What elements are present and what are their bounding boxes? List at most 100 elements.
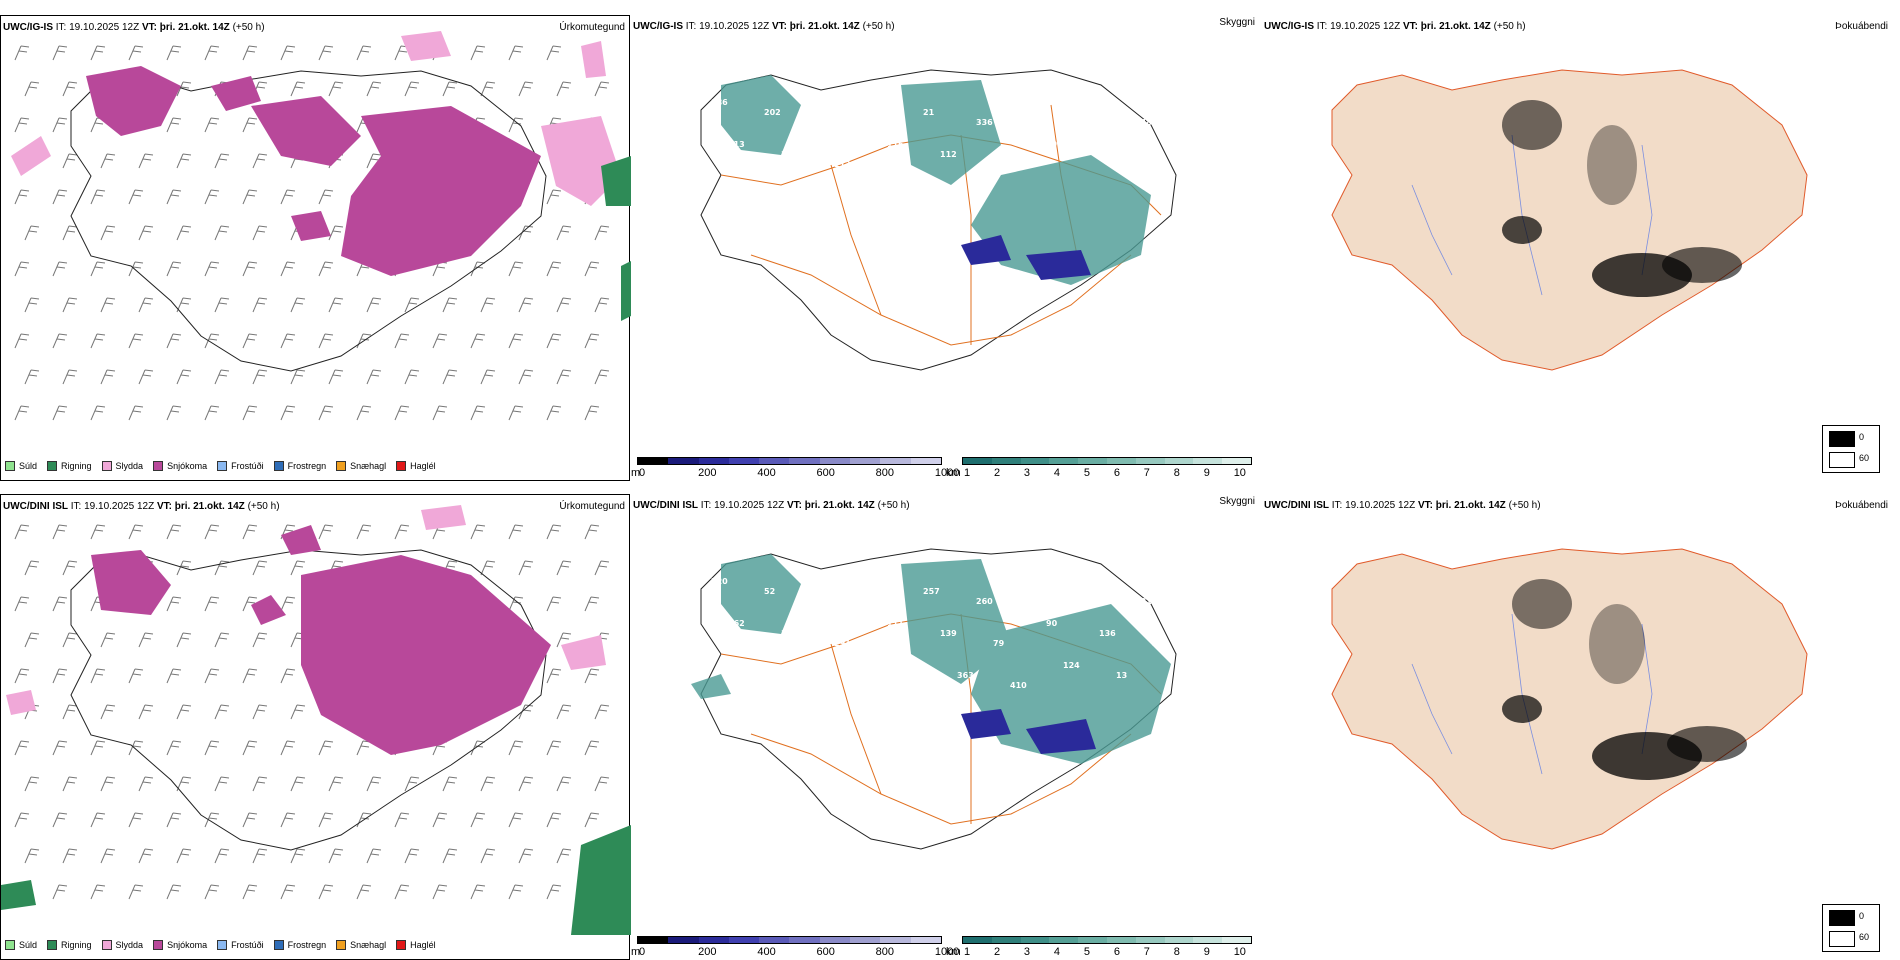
wind-barb (166, 45, 182, 61)
wind-barb (204, 189, 220, 205)
colorbar-tick: 1000 (934, 467, 960, 479)
ceiling-label: 121 (1135, 597, 1152, 606)
wind-barb (166, 812, 182, 828)
wind-barb (176, 560, 192, 576)
colorbar-swatch (880, 458, 911, 464)
legend-item: Snæhagl (336, 461, 386, 471)
ceiling-labels: 886 202 43 41 21 336 22 707 848 213 304 112 116 112 96… (711, 98, 1164, 211)
legend-label: Frostúði (231, 940, 264, 950)
colorbar-swatch (759, 937, 790, 943)
wind-barb (366, 297, 382, 313)
wind-barb (432, 405, 448, 421)
wind-barb (252, 848, 268, 864)
panel-header: UWC/DINI ISL IT: 19.10.2025 12Z VT: þri.… (633, 500, 910, 511)
wind-barb (252, 560, 268, 576)
wind-barb (280, 884, 296, 900)
colorbar-swatch (1135, 458, 1165, 464)
wind-barb (318, 884, 334, 900)
wind-barb (584, 596, 600, 612)
colorbar-tick: 600 (816, 946, 835, 958)
legend-label: Frostúði (231, 461, 264, 471)
colorbar-tick: 9 (1203, 946, 1210, 958)
fog-key-swatch-a (1829, 431, 1855, 447)
wind-barb (204, 596, 220, 612)
colorbar-swatch (1135, 937, 1165, 943)
wind-barb (90, 524, 106, 540)
wind-barb (24, 632, 40, 648)
legend-item: Súld (5, 940, 37, 950)
ceiling-label: 107 (798, 192, 815, 201)
wind-barb (518, 81, 534, 97)
colorbar-tick: 7 (1143, 946, 1150, 958)
wind-barb (214, 153, 230, 169)
colorbar-tick: 400 (757, 467, 776, 479)
panel-header: UWC/DINI ISL IT: 19.10.2025 12Z VT: þri.… (3, 501, 280, 512)
legend-item: Rigning (47, 461, 92, 471)
wind-barb (242, 524, 258, 540)
legend-label: Snæhagl (350, 940, 387, 950)
low-visibility-areas (721, 75, 1151, 285)
ceiling-label: 55 (1152, 160, 1164, 169)
wind-barb (138, 369, 154, 385)
wind-barb (366, 848, 382, 864)
wind-barb (556, 776, 572, 792)
ceiling-label: 213 (728, 140, 745, 149)
wind-barb (546, 596, 562, 612)
colorbar-tick: 4 (1053, 946, 1061, 958)
wind-barb (546, 45, 562, 61)
wind-barb (280, 596, 296, 612)
wind-barb (128, 668, 144, 684)
wind-barb (508, 812, 524, 828)
wind-barb (14, 596, 30, 612)
wind-barb (52, 884, 68, 900)
wind-barb (508, 596, 524, 612)
fog-key: 0 60 (1822, 904, 1880, 952)
wind-barb (404, 848, 420, 864)
wind-barb (24, 369, 40, 385)
wind-barb (480, 81, 496, 97)
legend-item: Frostúði (217, 940, 264, 950)
wind-barb (318, 45, 334, 61)
wind-barb (546, 740, 562, 756)
wind-barb (280, 333, 296, 349)
wind-barb (204, 333, 220, 349)
wind-barb (214, 369, 230, 385)
wind-barb (442, 848, 458, 864)
colorbar-swatch (789, 458, 820, 464)
ceiling-label: 22 (1029, 98, 1040, 107)
wind-barb (52, 524, 68, 540)
wind-barb (556, 369, 572, 385)
colorbar-swatch (963, 458, 992, 464)
visibility-bar-swatches (962, 936, 1252, 944)
wind-barb (404, 369, 420, 385)
wind-barb (138, 153, 154, 169)
colorbar-swatch (1049, 458, 1079, 464)
wind-barb (52, 668, 68, 684)
colorbar-swatch (1222, 458, 1251, 464)
sleet-areas (11, 31, 621, 206)
ceiling-colorbar: m 0 200 400 600 800 1000 (631, 455, 959, 481)
wind-barb (138, 704, 154, 720)
wind-barb (62, 776, 78, 792)
wind-barb (100, 704, 116, 720)
wind-barb (24, 81, 40, 97)
ceiling-label: 139 (940, 629, 957, 638)
wind-barb (290, 297, 306, 313)
precip-legend: Súld Rigning Slydda Snjókoma Frostúði Frostre… (5, 458, 436, 474)
legend-swatch (273, 461, 284, 471)
low-ceiling-areas (961, 235, 1091, 280)
ceiling-label: 304 (781, 150, 798, 159)
wind-barb (24, 560, 40, 576)
wind-barb (470, 884, 486, 900)
wind-barb (242, 596, 258, 612)
legend-item: Slydda (101, 940, 143, 950)
ceiling-label: 848 (1135, 118, 1152, 127)
wind-barb (252, 632, 268, 648)
wind-barb (138, 225, 154, 241)
ceiling-label: 13 (1116, 671, 1127, 680)
colorbar-swatch (1020, 458, 1050, 464)
wind-barb (594, 704, 610, 720)
colorbar-tick: 10 (1233, 467, 1246, 479)
wind-barb (90, 261, 106, 277)
ceiling-label: 378 (817, 597, 834, 606)
